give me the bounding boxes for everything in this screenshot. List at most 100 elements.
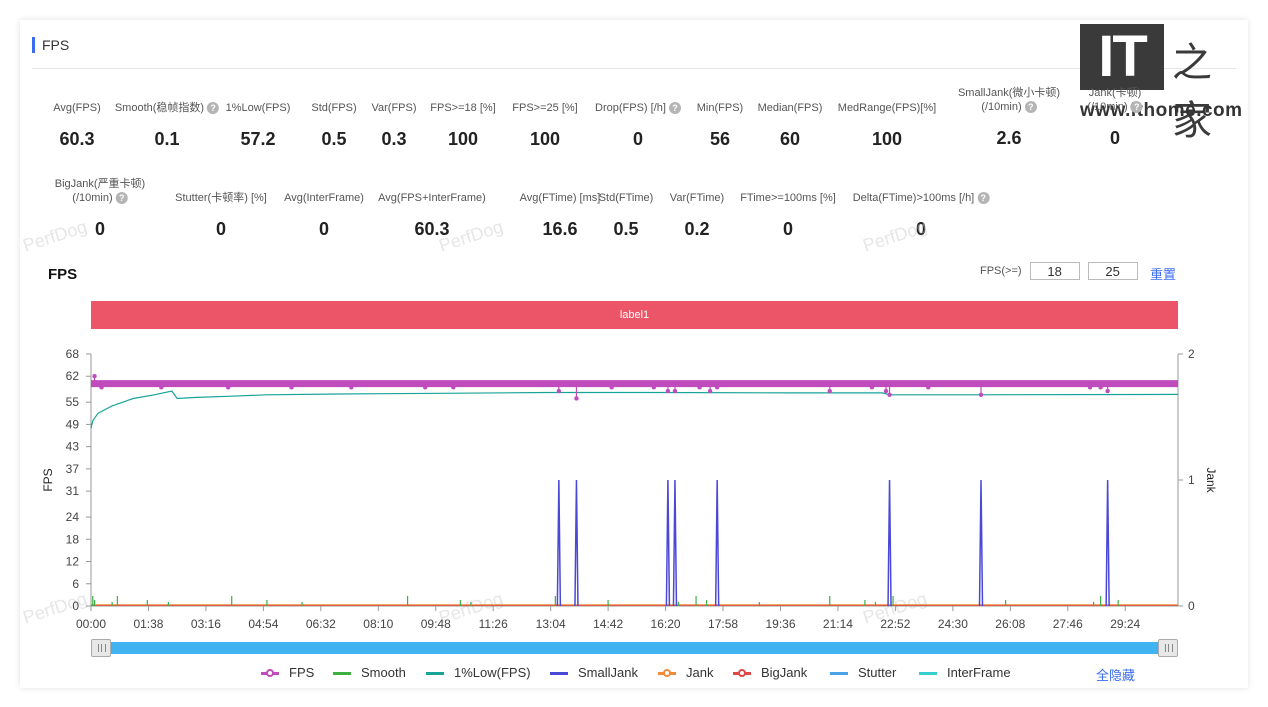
help-icon[interactable]: ? [115,192,128,205]
y-tick-label: 24 [66,510,80,524]
x-tick-label: 00:00 [76,617,106,631]
help-icon[interactable]: ? [1024,101,1037,114]
legend-item[interactable]: Stutter [830,665,896,680]
threshold-input-2[interactable] [1087,262,1138,280]
stat-value: 0 [1109,128,1121,148]
legend-item[interactable]: InterFrame [919,665,1011,680]
stat-value: 0 [782,219,793,239]
legend-item[interactable]: FPS [261,665,314,680]
fps-point [556,388,562,394]
y-tick-label: 62 [66,369,80,383]
legend-label: FPS [289,665,315,680]
legend-label: InterFrame [947,665,1011,680]
slider-track[interactable] [91,642,1178,654]
stat-item: Stutter(卡顿率) [%] 0 [175,191,267,239]
x-tick-label: 24:30 [938,617,968,631]
smalljank-spike [978,479,984,607]
x-tick-label: 04:54 [248,617,278,631]
stat-item: BigJank(严重卡顿) (/10min) ? 0 [55,177,145,239]
fps-point [422,385,428,390]
threshold-input-1[interactable] [1029,262,1080,280]
x-tick-label: 11:26 [479,617,508,631]
stat-item: MedRange(FPS)[%] 100 [838,101,936,149]
reset-button[interactable]: 重置 [1150,267,1177,282]
stat-label-unit: (/10min) ? [55,191,145,205]
help-icon[interactable]: ? [1130,101,1143,114]
help-icon[interactable]: ? [207,102,220,115]
stat-value: 2.6 [996,128,1022,148]
header-divider [32,68,1236,69]
x-tick-label: 17:58 [708,617,738,631]
stat-label: Std(FTime) [598,192,654,204]
fps-point [926,385,931,390]
stat-value: 60 [779,129,801,149]
slider-handle-right[interactable] [1158,639,1178,657]
stat-label: Smooth(稳帧指数) ? [115,101,220,115]
legend-label: Smooth [361,665,406,680]
legend-swatch-icon [830,667,848,679]
y2-tick-label: 1 [1188,473,1195,487]
y-tick-label: 18 [66,532,80,546]
fps-point [159,385,164,390]
x-tick-label: 09:48 [421,617,451,631]
legend-label: BigJank [761,665,808,680]
fps-point [869,385,875,390]
slider-handle-left[interactable] [91,639,111,657]
stat-label: Delta(FTime)>100ms [/h] ? [853,191,990,205]
legend-item[interactable]: SmallJank [550,665,638,680]
fps-point [92,374,97,379]
y-tick-label: 12 [66,555,80,569]
stat-label: Jank(卡顿) [1088,87,1142,99]
fps-point [697,385,702,390]
smalljank-spike [665,479,671,607]
logo-mark: IT [1080,24,1164,90]
stat-label: Avg(FPS) [53,102,101,114]
x-tick-label: 01:38 [133,617,163,631]
smalljank-spike [556,479,562,607]
fps-point [978,392,984,397]
stat-item: Var(FTime) 0.2 [669,191,725,239]
time-range-slider[interactable] [91,639,1178,657]
fps-point [1087,385,1093,390]
x-tick-label: 26:08 [995,617,1025,631]
stat-value: 0 [632,129,644,149]
help-icon[interactable]: ? [668,102,681,115]
stat-label: Median(FPS) [757,102,823,114]
smalljank-spike [672,479,678,607]
chart-legend: 全隐藏 FPS Smooth 1%Low(FPS) SmallJank Jank BigJ… [20,665,1248,683]
legend-label: 1%Low(FPS) [454,665,531,680]
stat-value: 60.3 [414,219,450,239]
stat-item: Var(FPS) 0.3 [371,101,416,149]
stat-label: FTime>=100ms [%] [740,192,836,204]
hide-all-button[interactable]: 全隐藏 [1096,668,1136,683]
stat-item: FPS>=25 [%] 100 [512,101,578,149]
legend-item[interactable]: Jank [658,665,713,680]
panel-title: FPS [42,37,70,53]
fps-point [887,392,892,397]
x-tick-label: 22:52 [880,617,910,631]
x-tick-label: 13:04 [536,617,566,631]
label-bar[interactable]: label1 [91,301,1178,329]
stat-value: 16.6 [542,219,578,239]
help-icon[interactable]: ? [977,192,990,205]
low1-line [90,390,1179,429]
y-tick-label: 6 [72,577,79,591]
stat-label: FPS>=25 [%] [512,102,578,114]
legend-item[interactable]: 1%Low(FPS) [426,665,531,680]
legend-item[interactable]: BigJank [733,665,807,680]
fps-point [827,388,832,394]
stat-value: 0.5 [613,219,639,239]
stat-label: Var(FTime) [669,192,725,204]
legend-item[interactable]: Smooth [333,665,406,680]
stat-value: 0.5 [321,129,347,149]
x-tick-label: 03:16 [191,617,221,631]
x-tick-label: 19:36 [765,617,795,631]
legend-swatch-icon [426,667,444,679]
fps-point [451,385,456,390]
x-tick-label: 16:20 [651,617,681,631]
fps-point [349,385,354,390]
smalljank-spike [1105,479,1110,607]
fps-point [1098,385,1103,390]
legend-label: Stutter [858,665,897,680]
